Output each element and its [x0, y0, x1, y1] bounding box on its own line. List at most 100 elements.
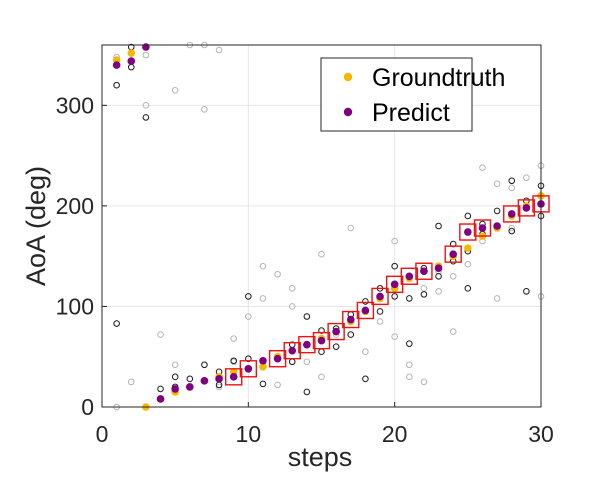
candidate-point-light — [142, 102, 150, 109]
candidate-point-dark — [391, 293, 398, 300]
predict-point — [522, 204, 531, 212]
candidate-point-dark — [303, 388, 311, 396]
candidate-point-light — [318, 250, 325, 258]
x-tick-label: 30 — [528, 421, 554, 447]
groundtruth-point — [127, 49, 136, 57]
candidate-point-dark — [303, 313, 311, 320]
candidate-point-dark — [406, 295, 413, 302]
candidate-point-light — [215, 46, 223, 54]
candidate-point-dark — [391, 262, 398, 270]
predict-point — [171, 385, 179, 393]
candidate-point-light — [274, 270, 281, 278]
predict-point — [259, 356, 267, 365]
candidate-point-light — [449, 328, 457, 335]
predict-point — [449, 250, 458, 258]
predict-point — [215, 375, 223, 383]
candidate-point-light — [493, 295, 501, 302]
predict-point — [127, 57, 136, 65]
candidate-point-light — [274, 381, 281, 389]
highlight-boxes — [224, 195, 550, 386]
predict-point — [420, 267, 428, 276]
legend-label-groundtruth: Groundtruth — [372, 64, 505, 92]
predict-point — [303, 340, 311, 349]
candidate-point-dark — [508, 227, 516, 235]
candidate-point-light — [288, 285, 296, 292]
candidate-point-light — [259, 262, 267, 270]
highlight-box — [473, 219, 492, 237]
candidate-point-light — [449, 272, 457, 280]
candidate-point-light — [127, 378, 135, 386]
candidate-point-light — [142, 51, 150, 59]
legend-label-predict: Predict — [372, 99, 450, 127]
predict-point — [405, 272, 414, 281]
candidate-point-dark — [435, 272, 442, 280]
candidate-point-light — [406, 373, 413, 381]
candidate-point-light — [406, 361, 413, 369]
candidate-point-dark — [186, 375, 194, 383]
candidate-point-light — [157, 331, 164, 338]
candidate-point-light — [508, 224, 516, 232]
predict-point — [507, 210, 516, 218]
groundtruth-point — [464, 244, 472, 252]
predict-point — [273, 354, 282, 363]
candidate-point-dark — [318, 327, 325, 334]
candidate-point-dark — [435, 222, 442, 230]
candidate-point-light — [493, 180, 501, 188]
candidate-point-light — [288, 303, 296, 310]
candidate-point-light — [420, 378, 428, 386]
highlight-box — [283, 341, 301, 360]
candidate-point-light — [303, 358, 311, 366]
candidate-point-light — [391, 333, 398, 340]
legend-marker-predict — [343, 107, 353, 117]
predict-point — [317, 336, 326, 345]
candidate-point-dark — [347, 331, 355, 338]
predict-point — [464, 228, 472, 236]
highlight-box — [239, 360, 258, 378]
x-tick-label: 20 — [382, 421, 408, 447]
predict-point — [346, 315, 355, 324]
candidate-point-dark — [362, 298, 369, 305]
y-tick-label: 300 — [56, 92, 94, 118]
candidate-point-light — [171, 361, 179, 369]
highlight-box — [400, 267, 418, 285]
plot-area-border — [101, 44, 542, 408]
predict-point — [376, 292, 384, 301]
x-tick-label: 0 — [96, 421, 109, 447]
candidate-point-light — [318, 373, 325, 381]
predict-point — [112, 61, 121, 69]
x-tick-label: 10 — [236, 421, 262, 447]
highlight-box — [327, 322, 345, 341]
highlight-box — [356, 301, 375, 320]
highlight-box — [444, 245, 462, 263]
y-axis-label: AoA (deg) — [21, 166, 51, 286]
predict-point — [156, 395, 165, 403]
predict-point — [244, 364, 253, 373]
candidate-point-dark — [332, 343, 340, 350]
candidate-point-dark — [113, 320, 120, 327]
candidate-point-light — [435, 288, 442, 295]
candidate-point-light — [215, 383, 223, 391]
legend-marker-groundtruth — [343, 72, 353, 82]
legend-box — [320, 57, 473, 132]
candidate-point-light — [391, 237, 398, 245]
legend: Groundtruth Predict — [320, 57, 505, 132]
predict-point — [493, 222, 501, 230]
candidate-point-dark — [245, 293, 252, 300]
candidate-point-dark — [464, 285, 472, 292]
predict-point — [390, 280, 399, 289]
predict-point — [200, 377, 209, 385]
candidate-point-dark — [376, 308, 384, 315]
candidate-point-dark — [362, 375, 369, 383]
candidate-point-light — [245, 313, 252, 320]
candidate-point-dark — [157, 385, 164, 393]
candidate-point-dark — [230, 357, 237, 365]
x-axis-label: steps — [288, 442, 353, 472]
candidate-point-light — [464, 260, 472, 268]
highlight-box — [459, 223, 477, 241]
predict-point — [434, 264, 443, 273]
candidate-point-dark — [142, 114, 150, 121]
highlight-box — [371, 287, 389, 306]
axes — [101, 44, 542, 408]
candidate-point-light — [201, 106, 208, 113]
